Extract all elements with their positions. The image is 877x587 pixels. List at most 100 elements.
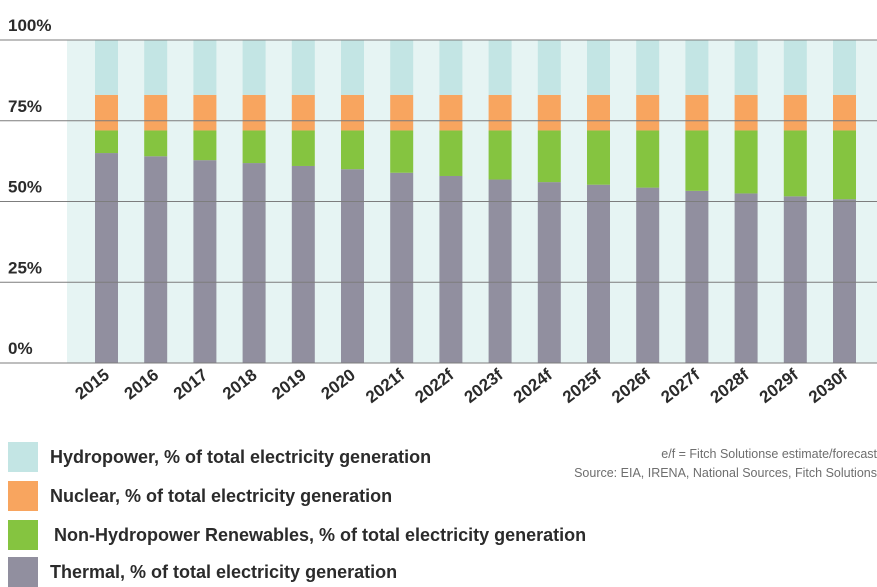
x-tick-label: 2025f [559, 365, 605, 407]
bar-2017-series-1 [193, 130, 217, 161]
x-tick-label: 2017 [170, 365, 212, 403]
bar-2015-series-3 [95, 40, 118, 95]
bar-2021f-series-3 [390, 40, 414, 95]
legend-swatch-thermal [8, 557, 38, 587]
x-tick-label: 2024f [510, 365, 556, 407]
legend-item-nuclear: Nuclear, % of total electricity generati… [8, 481, 708, 511]
bar-2017-series-0 [193, 160, 217, 363]
stacked-bar-chart: 0%25%50%75%100%2015 2016 2017 2018 2019 2020 2… [0, 16, 877, 407]
bar-2015-series-0 [95, 153, 118, 363]
legend-swatch-nuclear [8, 481, 38, 511]
bar-2023f-series-3 [488, 40, 512, 95]
legend-swatch-hydropower [8, 442, 38, 472]
bar-2023f-series-0 [488, 179, 512, 363]
x-tick-label: 2028f [707, 365, 753, 407]
bar-2022f-series-2 [439, 94, 463, 131]
bar-2027f-series-3 [685, 40, 709, 95]
bar-2023f-series-1 [488, 130, 512, 180]
bar-2019-series-3 [291, 40, 315, 95]
y-tick-label: 0% [8, 339, 33, 358]
bar-2025f-series-2 [587, 94, 610, 131]
x-tick-label: 2030f [805, 365, 851, 407]
bar-2029f-series-0 [783, 196, 807, 363]
y-tick-label: 25% [8, 258, 42, 277]
legend-item-renewables: Non-Hydropower Renewables, % of total el… [8, 520, 708, 550]
source-note: Source: EIA, IRENA, National Sources, Fi… [574, 466, 877, 480]
bar-2023f-series-2 [488, 94, 512, 131]
bar-2021f-series-1 [390, 130, 414, 173]
bar-2015-series-2 [95, 94, 118, 131]
bar-2021f-series-0 [390, 172, 414, 363]
bar-2022f-series-3 [439, 40, 463, 95]
bar-2026f-series-0 [636, 187, 660, 363]
y-tick-label: 75% [8, 97, 42, 116]
x-tick-label: 2029f [756, 365, 802, 407]
legend-label-thermal: Thermal, % of total electricity generati… [50, 562, 398, 582]
bar-2022f-series-1 [439, 130, 463, 176]
bar-2027f-series-0 [685, 190, 709, 363]
bar-2016-series-0 [144, 156, 168, 363]
bar-2030f-series-2 [833, 94, 856, 131]
bar-2020-series-2 [341, 94, 364, 131]
bar-2025f-series-3 [587, 40, 610, 95]
bar-2016-series-3 [144, 40, 168, 95]
bar-2024f-series-1 [537, 130, 561, 183]
bar-2025f-series-1 [587, 130, 610, 185]
bar-2018-series-0 [242, 163, 266, 363]
bar-2028f-series-0 [734, 193, 758, 363]
x-tick-label: 2015 [71, 365, 113, 403]
bar-2029f-series-1 [783, 130, 807, 197]
estimate-note: e/f = Fitch Solutionse estimate/forecast [661, 447, 877, 461]
bar-2020-series-3 [341, 40, 364, 95]
x-tick-label: 2019 [268, 365, 310, 403]
bar-2027f-series-1 [685, 130, 709, 191]
bar-2028f-series-3 [734, 40, 758, 95]
bar-2030f-series-1 [833, 130, 856, 200]
x-tick-label: 2016 [121, 365, 163, 403]
x-tick-label: 2021f [362, 365, 408, 407]
x-tick-label: 2022f [411, 365, 457, 407]
bar-2029f-series-3 [783, 40, 807, 95]
bar-2017-series-3 [193, 40, 217, 95]
bar-2028f-series-1 [734, 130, 758, 194]
bar-2020-series-1 [341, 130, 364, 170]
x-tick-label: 2026f [608, 365, 654, 407]
legend-label-nuclear: Nuclear, % of total electricity generati… [50, 486, 393, 506]
x-tick-label: 2023f [461, 365, 507, 407]
bar-2015-series-1 [95, 130, 118, 154]
x-tick-label: 2027f [657, 365, 703, 407]
bar-2030f-series-3 [833, 40, 856, 95]
bar-2016-series-2 [144, 94, 168, 131]
bar-2021f-series-2 [390, 94, 414, 131]
bar-2018-series-3 [242, 40, 266, 95]
bar-2022f-series-0 [439, 175, 463, 363]
bar-2024f-series-3 [537, 40, 561, 95]
bar-2018-series-2 [242, 94, 266, 131]
bar-2019-series-1 [291, 130, 315, 166]
bar-2028f-series-2 [734, 94, 758, 131]
bar-2018-series-1 [242, 130, 266, 164]
bar-2026f-series-3 [636, 40, 660, 95]
y-tick-label: 100% [8, 16, 51, 35]
legend-label-renewables: Non-Hydropower Renewables, % of total el… [54, 525, 587, 545]
x-tick-label: 2020 [317, 365, 359, 403]
bar-2025f-series-0 [587, 184, 610, 363]
bar-2024f-series-2 [537, 94, 561, 131]
bar-2026f-series-2 [636, 94, 660, 131]
bar-2017-series-2 [193, 94, 217, 131]
bar-2024f-series-0 [537, 182, 561, 363]
bar-2029f-series-2 [783, 94, 807, 131]
legend-swatch-renewables [8, 520, 38, 550]
bar-2016-series-1 [144, 130, 168, 157]
y-tick-label: 50% [8, 178, 42, 197]
legend-label-hydropower: Hydropower, % of total electricity gener… [50, 447, 432, 467]
bar-2027f-series-2 [685, 94, 709, 131]
bar-2020-series-0 [341, 169, 364, 363]
legend-item-thermal: Thermal, % of total electricity generati… [8, 557, 708, 587]
legend-item-hydropower: Hydropower, % of total electricity gener… [8, 442, 708, 472]
bar-2030f-series-0 [833, 199, 856, 363]
x-tick-label: 2018 [219, 365, 261, 403]
bar-2019-series-0 [291, 165, 315, 363]
bar-2026f-series-1 [636, 130, 660, 188]
bar-2019-series-2 [291, 94, 315, 131]
